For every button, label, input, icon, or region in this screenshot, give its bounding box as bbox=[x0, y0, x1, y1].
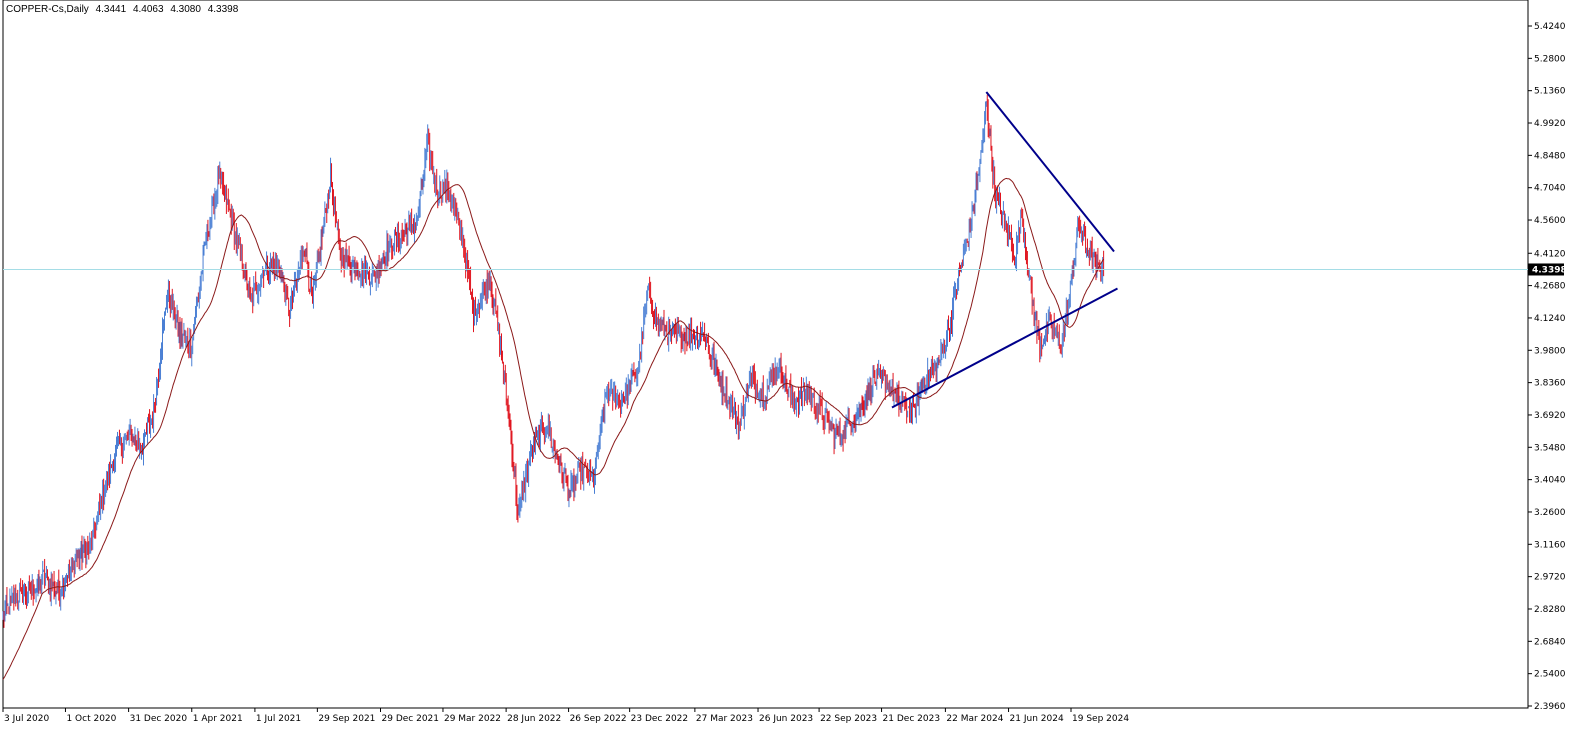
open-value: 4.3441 bbox=[95, 4, 127, 15]
y-tick-label: 4.5600 bbox=[1534, 216, 1566, 226]
y-tick-label: 3.4040 bbox=[1534, 476, 1566, 486]
current-price-label: 4.3398 bbox=[1532, 265, 1567, 275]
plot-frame bbox=[2, 0, 1529, 709]
lower-trendline[interactable] bbox=[891, 287, 1118, 409]
x-tick-label: 28 Jun 2022 bbox=[507, 714, 561, 724]
x-tick-label: 31 Dec 2020 bbox=[130, 714, 188, 724]
y-tick-label: 3.5480 bbox=[1534, 443, 1566, 453]
upper-trendline[interactable] bbox=[985, 91, 1115, 253]
x-tick-label: 1 Apr 2021 bbox=[193, 714, 243, 724]
x-tick-label: 29 Sep 2021 bbox=[318, 714, 375, 724]
x-tick-label: 26 Jun 2023 bbox=[759, 714, 813, 724]
x-tick-label: 26 Sep 2022 bbox=[570, 714, 627, 724]
low-value: 4.3080 bbox=[170, 4, 201, 15]
x-tick-label: 21 Jun 2024 bbox=[1010, 714, 1064, 724]
y-tick-label: 2.9720 bbox=[1534, 573, 1566, 583]
y-tick-label: 3.2600 bbox=[1534, 508, 1566, 518]
current-price-tag bbox=[1528, 263, 1564, 276]
y-tick-label: 3.1160 bbox=[1534, 540, 1566, 550]
y-tick-label: 5.1360 bbox=[1534, 87, 1566, 97]
y-tick-label: 2.3960 bbox=[1534, 702, 1566, 712]
moving-average-line bbox=[2, 177, 1104, 680]
y-tick-label: 4.2680 bbox=[1534, 282, 1566, 292]
y-tick-label: 5.4240 bbox=[1534, 22, 1566, 32]
y-tick-label: 3.6920 bbox=[1534, 411, 1566, 421]
y-tick-label: 3.9800 bbox=[1534, 346, 1566, 356]
x-tick-label: 3 Jul 2020 bbox=[4, 714, 49, 724]
x-tick-label: 19 Sep 2024 bbox=[1072, 714, 1129, 724]
x-tick-label: 29 Dec 2021 bbox=[382, 714, 440, 724]
x-tick-label: 23 Dec 2022 bbox=[631, 714, 689, 724]
symbol-info-line: COPPER-Cs,Daily 4.3441 4.4063 4.3080 4.3… bbox=[6, 4, 242, 15]
x-tick-label: 1 Jul 2021 bbox=[256, 714, 301, 724]
x-tick-label: 22 Sep 2023 bbox=[820, 714, 877, 724]
x-tick-label: 29 Mar 2022 bbox=[444, 714, 501, 724]
y-tick-label: 2.8280 bbox=[1534, 605, 1566, 615]
y-tick-label: 4.7040 bbox=[1534, 184, 1566, 194]
symbol-label: COPPER-Cs,Daily bbox=[6, 4, 89, 15]
x-tick-label: 1 Oct 2020 bbox=[66, 714, 116, 724]
close-value: 4.3398 bbox=[207, 4, 239, 15]
high-value: 4.4063 bbox=[132, 4, 164, 15]
y-tick-label: 4.9920 bbox=[1534, 119, 1566, 129]
x-tick-label: 27 Mar 2023 bbox=[696, 714, 753, 724]
y-tick-label: 4.1240 bbox=[1534, 314, 1566, 324]
y-tick-label: 5.2800 bbox=[1534, 54, 1566, 64]
y-tick-label: 2.6840 bbox=[1534, 637, 1566, 647]
y-tick-label: 4.4120 bbox=[1534, 249, 1566, 259]
y-tick-label: 2.5400 bbox=[1534, 670, 1566, 680]
y-tick-label: 3.8360 bbox=[1534, 379, 1566, 389]
x-tick-label: 21 Dec 2023 bbox=[883, 714, 941, 724]
x-tick-label: 22 Mar 2024 bbox=[946, 714, 1003, 724]
y-tick-label: 4.8480 bbox=[1534, 151, 1566, 161]
